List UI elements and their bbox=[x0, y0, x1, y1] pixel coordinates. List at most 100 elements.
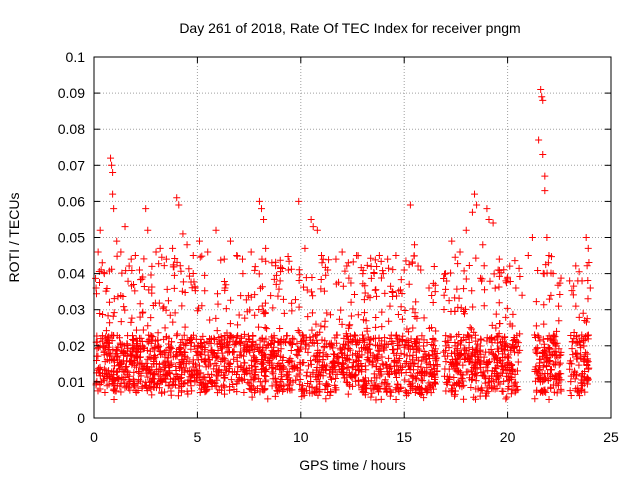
data-point bbox=[272, 280, 280, 288]
data-point bbox=[531, 331, 539, 339]
data-point bbox=[461, 352, 469, 360]
data-point bbox=[93, 338, 101, 346]
data-point bbox=[448, 237, 456, 245]
data-point bbox=[476, 342, 484, 350]
data-point bbox=[107, 154, 115, 162]
data-point bbox=[236, 351, 244, 359]
data-point bbox=[366, 340, 374, 348]
data-point bbox=[318, 364, 326, 372]
data-point bbox=[442, 387, 450, 395]
data-point bbox=[428, 292, 436, 300]
data-point bbox=[580, 342, 588, 350]
data-point bbox=[343, 262, 351, 270]
data-point bbox=[269, 370, 277, 378]
data-point bbox=[262, 372, 270, 380]
data-point bbox=[556, 359, 564, 367]
data-point bbox=[441, 352, 449, 360]
data-point bbox=[440, 291, 448, 299]
scatter-series bbox=[92, 85, 594, 404]
data-point bbox=[414, 262, 422, 270]
data-point bbox=[468, 376, 476, 384]
data-point bbox=[130, 383, 138, 391]
data-point bbox=[101, 358, 109, 366]
data-point bbox=[344, 259, 352, 267]
data-point bbox=[112, 368, 120, 376]
data-point bbox=[252, 340, 260, 348]
data-point bbox=[485, 375, 493, 383]
data-point bbox=[152, 360, 160, 368]
data-point bbox=[378, 308, 386, 316]
data-point bbox=[461, 344, 469, 352]
data-point bbox=[532, 298, 540, 306]
data-point bbox=[97, 335, 105, 343]
data-point bbox=[454, 350, 462, 358]
data-point bbox=[153, 366, 161, 374]
data-point bbox=[170, 263, 178, 271]
data-point bbox=[581, 352, 589, 360]
data-point bbox=[413, 369, 421, 377]
data-point bbox=[160, 348, 168, 356]
data-point bbox=[306, 333, 314, 341]
data-point bbox=[339, 368, 347, 376]
data-point bbox=[369, 351, 377, 359]
data-point bbox=[155, 260, 163, 268]
data-point bbox=[161, 367, 169, 375]
data-point bbox=[158, 253, 166, 261]
data-point bbox=[244, 332, 252, 340]
data-point bbox=[543, 354, 551, 362]
data-point bbox=[263, 341, 271, 349]
data-point bbox=[368, 389, 376, 397]
data-point bbox=[181, 323, 189, 331]
data-point bbox=[211, 349, 219, 357]
data-point bbox=[535, 362, 543, 370]
data-point bbox=[164, 382, 172, 390]
data-point bbox=[495, 255, 503, 263]
data-point bbox=[555, 302, 563, 310]
data-point bbox=[488, 321, 496, 329]
data-point bbox=[387, 331, 395, 339]
y-tick-label: 0.08 bbox=[58, 121, 85, 137]
data-point bbox=[430, 263, 438, 271]
data-point bbox=[426, 354, 434, 362]
data-point bbox=[166, 375, 174, 383]
data-point bbox=[450, 381, 458, 389]
data-point bbox=[248, 356, 256, 364]
data-point bbox=[318, 259, 326, 267]
data-point bbox=[412, 374, 420, 382]
data-point bbox=[333, 331, 341, 339]
data-point bbox=[317, 285, 325, 293]
data-point bbox=[166, 349, 174, 357]
data-point bbox=[224, 341, 232, 349]
data-point bbox=[540, 301, 548, 309]
data-point bbox=[118, 366, 126, 374]
data-point bbox=[566, 359, 574, 367]
data-point bbox=[396, 286, 404, 294]
data-point bbox=[115, 334, 123, 342]
data-point bbox=[442, 342, 450, 350]
data-point bbox=[304, 348, 312, 356]
data-point bbox=[468, 375, 476, 383]
y-tick-label: 0.03 bbox=[58, 302, 85, 318]
data-point bbox=[365, 336, 373, 344]
data-point bbox=[393, 380, 401, 388]
data-point bbox=[345, 344, 353, 352]
data-point bbox=[96, 226, 104, 234]
data-point bbox=[319, 372, 327, 380]
data-point bbox=[191, 366, 199, 374]
data-point bbox=[117, 388, 125, 396]
data-point bbox=[544, 370, 552, 378]
data-point bbox=[535, 355, 543, 363]
data-point bbox=[512, 284, 520, 292]
data-point bbox=[568, 287, 576, 295]
data-point bbox=[233, 371, 241, 379]
data-point bbox=[113, 252, 121, 260]
data-point bbox=[483, 389, 491, 397]
data-point bbox=[298, 331, 306, 339]
data-point bbox=[231, 339, 239, 347]
data-point bbox=[462, 226, 470, 234]
data-point bbox=[302, 341, 310, 349]
data-point bbox=[393, 337, 401, 345]
data-point bbox=[583, 332, 591, 340]
data-point bbox=[505, 383, 513, 391]
data-point bbox=[166, 311, 174, 319]
